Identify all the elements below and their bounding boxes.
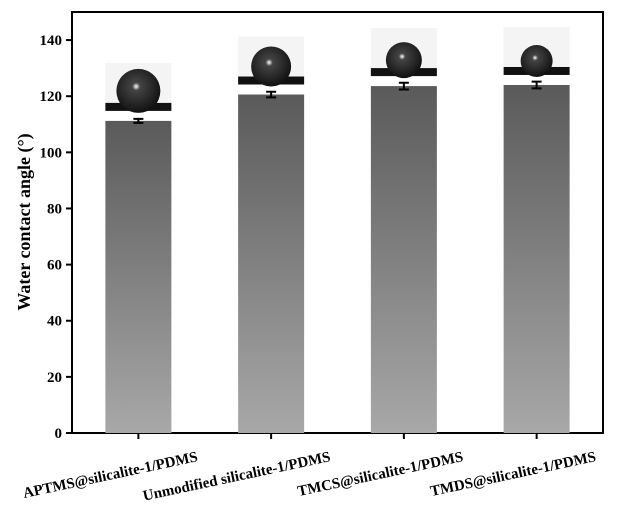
y-tick-label: 100 — [40, 145, 63, 161]
error-bar — [266, 90, 277, 99]
droplet — [116, 68, 161, 113]
y-tick-label: 40 — [47, 314, 62, 330]
y-tick-label: 0 — [55, 426, 63, 442]
y-tick-label: 20 — [47, 370, 62, 386]
y-tick-label: 120 — [40, 89, 63, 105]
bar — [105, 120, 172, 433]
droplet — [251, 46, 292, 87]
error-bar — [133, 117, 144, 124]
y-axis-label: Water contact angle (°) — [14, 133, 35, 310]
plot-frame — [71, 11, 604, 434]
bar — [238, 94, 305, 434]
y-tick-label: 60 — [47, 258, 62, 274]
error-bar — [398, 81, 409, 91]
droplet — [385, 42, 422, 79]
error-bar — [531, 80, 542, 90]
bar — [503, 84, 570, 434]
droplet — [520, 44, 553, 77]
y-tick-label: 80 — [47, 201, 62, 217]
y-tick-label: 140 — [40, 33, 63, 49]
bar — [370, 86, 437, 433]
